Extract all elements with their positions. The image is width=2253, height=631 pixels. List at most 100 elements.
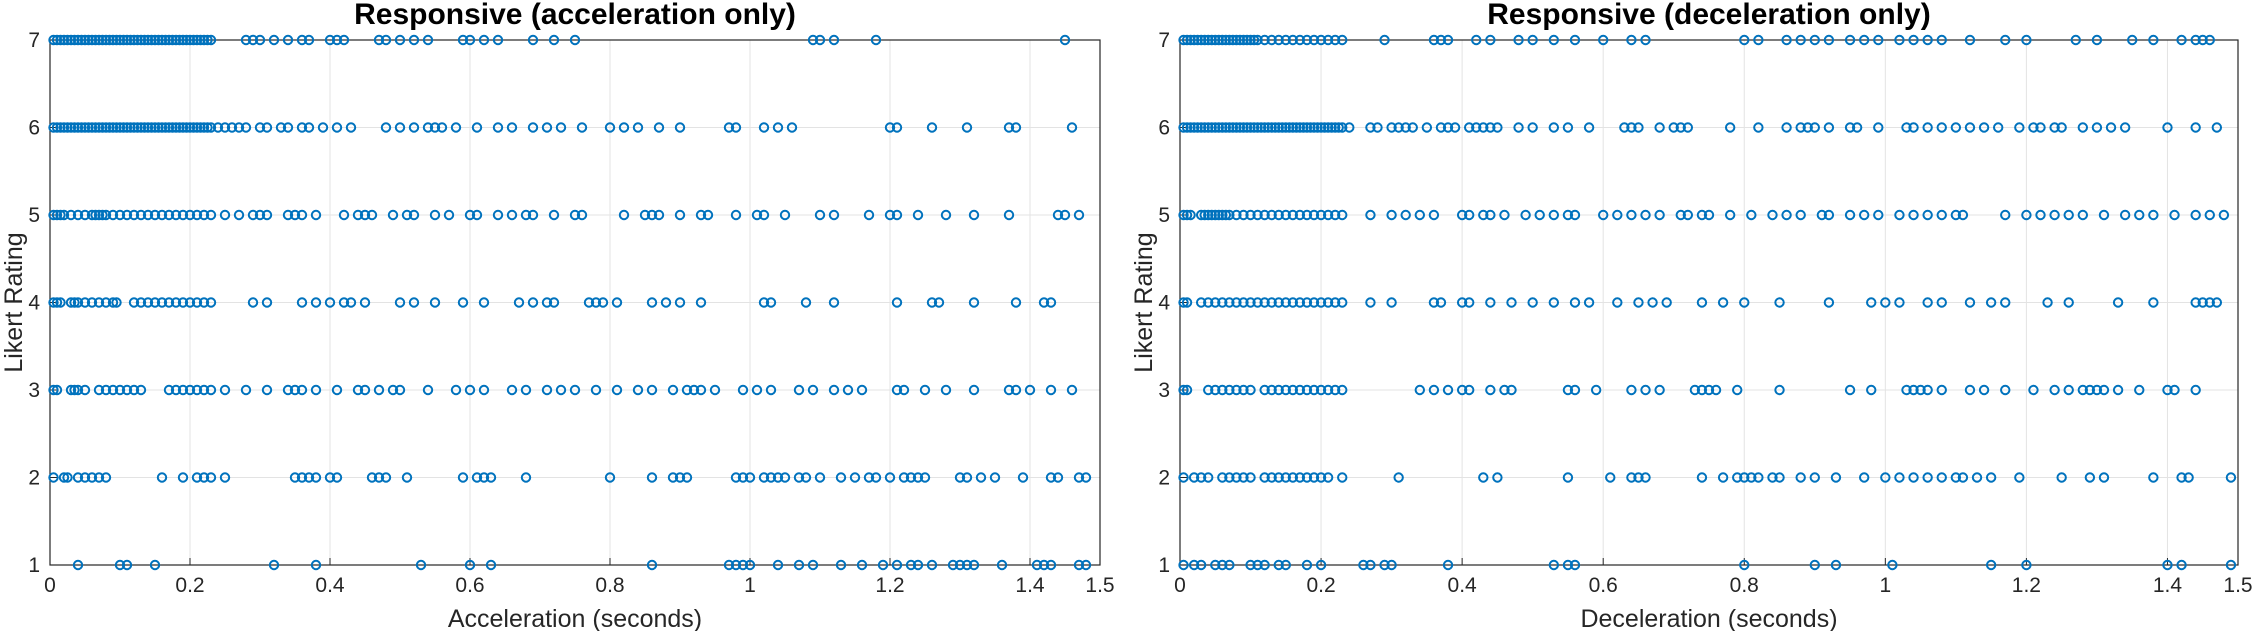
data-point bbox=[1195, 472, 1207, 483]
data-point bbox=[184, 209, 196, 221]
y-axis-label: Likert Rating bbox=[1130, 232, 1158, 372]
data-point bbox=[870, 472, 882, 483]
data-point bbox=[443, 209, 455, 221]
data-point bbox=[1245, 122, 1256, 133]
data-point bbox=[1894, 472, 1905, 483]
data-point bbox=[79, 384, 91, 396]
data-point bbox=[527, 34, 539, 46]
data-point bbox=[132, 122, 143, 133]
data-point bbox=[422, 34, 434, 46]
data-point bbox=[1654, 384, 1665, 396]
data-point bbox=[1626, 34, 1637, 46]
data-point bbox=[1774, 297, 1785, 308]
data-point bbox=[1844, 384, 1856, 396]
data-point bbox=[58, 209, 70, 221]
data-point bbox=[268, 34, 280, 46]
data-point bbox=[2190, 297, 2201, 308]
data-point bbox=[1181, 297, 1193, 308]
data-point bbox=[422, 384, 434, 396]
data-point bbox=[58, 34, 70, 46]
data-point bbox=[135, 34, 147, 46]
data-point bbox=[506, 384, 518, 396]
data-point bbox=[1238, 122, 1249, 133]
data-point bbox=[1640, 209, 1651, 221]
data-points bbox=[1178, 34, 2237, 571]
data-point bbox=[1696, 472, 1708, 483]
data-point bbox=[2225, 472, 2237, 483]
data-point bbox=[90, 122, 101, 133]
data-point bbox=[1252, 559, 1263, 571]
data-point bbox=[492, 122, 504, 133]
data-point bbox=[48, 34, 59, 46]
data-point bbox=[195, 34, 206, 46]
x-tick-label: 1 bbox=[744, 574, 756, 597]
data-point bbox=[1217, 209, 1228, 221]
data-point bbox=[1217, 122, 1228, 133]
data-point bbox=[1654, 209, 1665, 221]
data-point bbox=[331, 122, 343, 133]
data-point bbox=[961, 559, 973, 571]
data-point bbox=[912, 559, 924, 571]
data-point bbox=[1739, 297, 1750, 308]
data-point bbox=[1696, 297, 1708, 308]
data-point bbox=[1178, 209, 1189, 221]
data-point bbox=[1964, 122, 1976, 133]
data-point bbox=[93, 472, 105, 483]
data-point bbox=[2077, 122, 2089, 133]
data-point bbox=[548, 34, 560, 46]
data-point bbox=[1188, 472, 1200, 483]
data-point bbox=[1337, 209, 1348, 221]
data-point bbox=[1894, 297, 1905, 308]
data-point bbox=[1358, 559, 1369, 571]
data-point bbox=[198, 34, 210, 46]
data-point bbox=[569, 34, 581, 46]
data-point bbox=[2134, 209, 2145, 221]
data-point bbox=[1880, 472, 1891, 483]
data-point bbox=[1802, 122, 1813, 133]
data-point bbox=[1809, 122, 1821, 133]
data-point bbox=[2021, 559, 2032, 571]
data-point bbox=[55, 209, 66, 221]
data-point bbox=[695, 297, 707, 308]
data-point bbox=[1217, 559, 1228, 571]
data-point bbox=[961, 472, 973, 483]
data-point bbox=[737, 559, 749, 571]
x-tick-label-end: 1.5 bbox=[1085, 574, 1114, 597]
data-point bbox=[1010, 122, 1022, 133]
data-point bbox=[2225, 559, 2237, 571]
data-point bbox=[303, 472, 315, 483]
data-point bbox=[2077, 384, 2089, 396]
data-point bbox=[156, 297, 168, 308]
data-point bbox=[76, 122, 87, 133]
data-point bbox=[72, 209, 84, 221]
y-tick-label: 6 bbox=[28, 117, 40, 140]
data-point bbox=[1045, 559, 1057, 571]
data-point bbox=[331, 472, 343, 483]
data-point bbox=[1414, 209, 1426, 221]
data-point bbox=[156, 472, 168, 483]
x-tick-label: 1.2 bbox=[875, 574, 904, 597]
data-point bbox=[310, 297, 322, 308]
data-point bbox=[1548, 122, 1560, 133]
data-point bbox=[856, 559, 868, 571]
data-point bbox=[1640, 384, 1651, 396]
data-point bbox=[1661, 297, 1672, 308]
data-point bbox=[202, 122, 213, 133]
data-point bbox=[646, 384, 658, 396]
data-point bbox=[968, 297, 980, 308]
data-point bbox=[2197, 34, 2208, 46]
data-point bbox=[1273, 559, 1284, 571]
data-point bbox=[1442, 34, 1454, 46]
data-point bbox=[1823, 122, 1835, 133]
data-point bbox=[72, 472, 84, 483]
data-point bbox=[1308, 34, 1320, 46]
data-point bbox=[93, 297, 105, 308]
data-point bbox=[380, 472, 392, 483]
data-point bbox=[1590, 384, 1602, 396]
data-point bbox=[891, 384, 903, 396]
data-point bbox=[62, 34, 73, 46]
data-point bbox=[289, 384, 301, 396]
data-point bbox=[1080, 472, 1092, 483]
data-point bbox=[541, 384, 553, 396]
data-point bbox=[93, 34, 105, 46]
